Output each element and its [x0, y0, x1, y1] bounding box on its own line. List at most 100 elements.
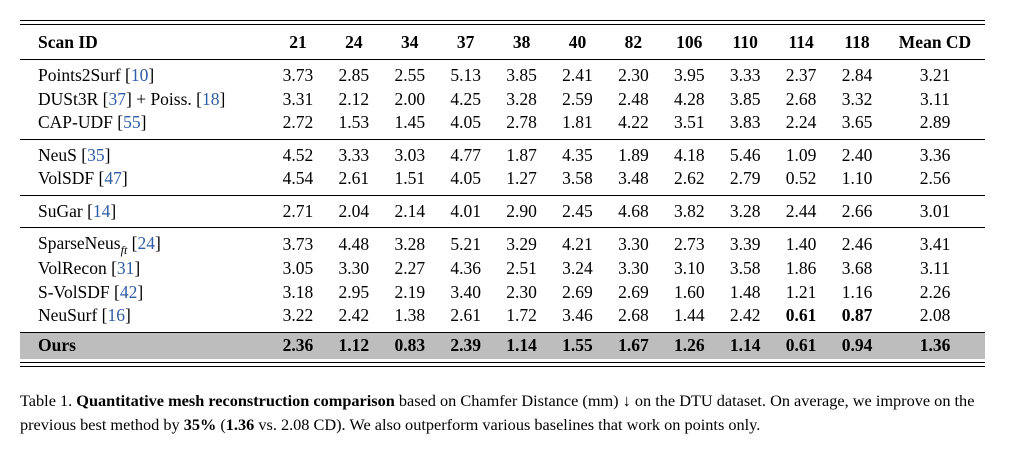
- value-cell: 4.77: [437, 138, 494, 167]
- header-scan-118: 118: [844, 32, 870, 52]
- method-cell: S-VolSDF [42]: [38, 281, 144, 302]
- value-cell: 4.36: [450, 258, 481, 279]
- method-cell: VolSDF [47]: [38, 168, 128, 189]
- ours-value-cell: 2.36: [270, 331, 326, 359]
- value-cell: 2.45: [549, 194, 606, 228]
- citation-link[interactable]: 42: [119, 281, 138, 302]
- value-cell: 1.45: [394, 112, 426, 133]
- value-cell: 3.85: [493, 59, 550, 88]
- value-cell: 3.51: [673, 112, 705, 133]
- citation-link[interactable]: 18: [202, 88, 220, 109]
- table-row: NeuSurf [16] 3.22 2.42 1.38 2.61 1.72 3.46 2.68…: [20, 304, 985, 332]
- method-name: DUSt3R: [38, 88, 99, 109]
- value-cell: 2.61: [338, 168, 370, 189]
- ours-value-cell: 1.14: [717, 331, 774, 359]
- value-cell: 3.58: [562, 168, 593, 189]
- value-cell: 3.33: [325, 138, 382, 167]
- value-cell: 3.95: [661, 59, 718, 88]
- value-cell: 1.10: [841, 168, 873, 189]
- bottom-rule-second: [20, 365, 985, 367]
- value-cell: 1.44: [673, 305, 705, 326]
- citation-link[interactable]: 35: [87, 144, 105, 165]
- header-scan-38: 38: [512, 32, 531, 52]
- header-scan-37: 37: [456, 32, 475, 52]
- ours-value-cell: 0.61: [773, 331, 830, 359]
- citation-link[interactable]: 16: [107, 305, 126, 326]
- citation-link[interactable]: 14: [92, 200, 111, 221]
- method-cell: Points2Surf [10]: [20, 59, 270, 88]
- value-cell: 2.72: [282, 112, 314, 133]
- header-scan-id: Scan ID: [38, 32, 98, 52]
- value-cell: 0.87: [841, 305, 873, 326]
- mean-cell: 3.21: [885, 59, 985, 88]
- method-name: CAP-UDF: [38, 112, 113, 133]
- value-cell: 1.89: [605, 138, 662, 167]
- value-cell: 4.05: [450, 168, 481, 189]
- value-cell: 3.18: [282, 281, 314, 302]
- citation-link[interactable]: 55: [123, 112, 141, 133]
- value-cell: 2.51: [506, 258, 537, 279]
- value-cell: 3.40: [450, 281, 481, 302]
- value-cell: 1.53: [338, 112, 370, 133]
- method-subscript: ft: [120, 243, 128, 257]
- method-name: SparseNeus: [38, 233, 121, 253]
- mean-cell: 2.08: [919, 305, 951, 326]
- value-cell: 1.21: [785, 281, 817, 302]
- table-row: Points2Surf [10] 3.73 2.85 2.55 5.13 3.85 2.41…: [20, 59, 985, 88]
- value-cell: 2.66: [829, 194, 885, 228]
- value-cell: 3.22: [282, 305, 314, 326]
- header-scan-34: 34: [401, 32, 419, 52]
- value-cell: 2.69: [562, 281, 593, 302]
- citation-link[interactable]: 37: [108, 88, 127, 109]
- mean-cell: 2.56: [919, 168, 951, 189]
- value-cell: 1.09: [773, 138, 830, 167]
- caption-text-3: vs. 2.08 CD). We also outperform various…: [254, 415, 761, 434]
- table-row: VolRecon [31] 3.05 3.30 2.27 4.36 2.51 3.24 3.3…: [20, 257, 985, 281]
- citation-link[interactable]: 47: [104, 168, 122, 189]
- value-cell: 2.40: [829, 138, 885, 167]
- header-scan-21: 21: [289, 32, 307, 52]
- value-cell: 4.48: [325, 227, 382, 257]
- citation-link[interactable]: 10: [130, 65, 149, 86]
- value-cell: 4.54: [282, 168, 314, 189]
- header-scan-110: 110: [732, 32, 758, 52]
- value-cell: 3.82: [661, 194, 718, 228]
- value-cell: 2.73: [661, 227, 718, 257]
- mean-cell: 3.11: [920, 88, 950, 109]
- table-row: NeuS [35] 4.52 3.33 3.03 4.77 1.87 4.35 1.89 4.1…: [20, 138, 985, 167]
- value-cell: 4.21: [549, 227, 606, 257]
- citation-link[interactable]: 31: [116, 258, 135, 279]
- mean-cell: 3.36: [885, 138, 985, 167]
- method-cell: CAP-UDF [55]: [38, 112, 147, 133]
- value-cell: 2.68: [785, 88, 817, 109]
- value-cell: 2.30: [506, 281, 537, 302]
- mean-cell: 2.26: [919, 281, 951, 302]
- value-cell: 1.72: [506, 305, 537, 326]
- value-cell: 2.85: [325, 59, 382, 88]
- value-cell: 2.61: [450, 305, 481, 326]
- caption-ours-value: 1.36: [225, 415, 255, 434]
- ours-row: Ours 2.36 1.12 0.83 2.39 1.14 1.55 1.67 1.26 1.14…: [20, 331, 985, 359]
- value-cell: 3.30: [338, 258, 370, 279]
- value-cell: 0.61: [785, 305, 817, 326]
- method-cell: SuGar [14]: [20, 194, 270, 228]
- table-row: SparseNeusft [24] 3.73 4.48 3.28 5.21 3.29 4.2…: [20, 227, 985, 257]
- value-cell: 2.84: [829, 59, 885, 88]
- table-row: VolSDF [47] 4.54 2.61 1.51 4.05 1.27 3.58 3.48 2…: [20, 167, 985, 195]
- table-caption: Table 1. Quantitative mesh reconstructio…: [20, 389, 995, 437]
- value-cell: 2.46: [829, 227, 885, 257]
- value-cell: 5.46: [717, 138, 774, 167]
- value-cell: 3.05: [282, 258, 314, 279]
- value-cell: 1.48: [729, 281, 761, 302]
- value-cell: 4.22: [618, 112, 649, 133]
- citation-link[interactable]: 24: [137, 233, 156, 253]
- method-name: VolSDF: [38, 168, 95, 189]
- ours-value-cell: 1.14: [493, 331, 550, 359]
- table-row: SuGar [14] 2.71 2.04 2.14 4.01 2.90 2.45 4.68 3.…: [20, 194, 985, 228]
- value-cell: 2.37: [773, 59, 830, 88]
- value-cell: 2.14: [381, 194, 438, 228]
- caption-prefix: Table 1.: [20, 391, 77, 410]
- method-extra: + Poiss.: [131, 88, 197, 109]
- value-cell: 2.59: [562, 88, 593, 109]
- value-cell: 2.41: [549, 59, 606, 88]
